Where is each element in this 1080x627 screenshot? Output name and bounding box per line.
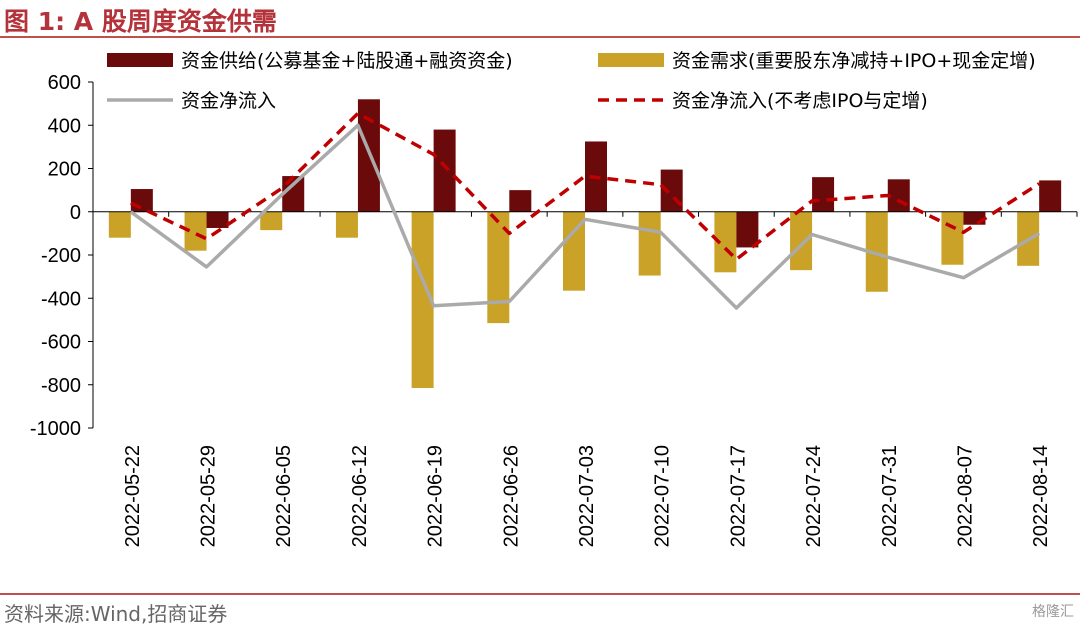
x-tick-label: 2022-07-17 (727, 445, 749, 547)
y-tick-label: -400 (41, 288, 81, 310)
x-tick-label: 2022-06-26 (500, 445, 522, 547)
bar-demand (563, 211, 585, 291)
y-tick-label: -1000 (30, 418, 81, 440)
source-divider (0, 593, 1080, 595)
y-tick-label: 0 (70, 202, 81, 224)
x-tick-label: 2022-07-03 (576, 445, 598, 547)
watermark: 格隆汇 (1032, 604, 1074, 620)
bar-supply (812, 177, 835, 212)
x-tick-label: 2022-08-14 (1030, 445, 1052, 547)
bar-supply (433, 129, 456, 212)
y-tick-label: -800 (41, 375, 81, 397)
bar-demand (184, 211, 207, 251)
bar-demand (260, 211, 283, 231)
y-tick-label: 600 (48, 72, 81, 94)
bar-demand (638, 211, 661, 276)
legend-swatch (598, 53, 664, 67)
bar-supply (130, 189, 153, 212)
x-tick-label: 2022-07-10 (652, 445, 674, 547)
bar-supply (1039, 180, 1062, 212)
x-tick-label: 2022-05-29 (198, 445, 220, 547)
chart: 600 400 200 0 -200 -400 -600 -800 -1000 2022-05-2… (30, 50, 1078, 547)
y-tick-label: 400 (48, 115, 81, 137)
legend-label: 资金供给(公募基金+陆股通+融资资金) (181, 50, 513, 72)
bar-supply (282, 176, 305, 212)
x-tick-label: 2022-08-07 (954, 445, 976, 547)
bar-supply (206, 211, 229, 228)
legend-label: 资金需求(重要股东净减持+IPO+现金定增) (672, 50, 1036, 72)
bar-supply (736, 211, 759, 248)
legend-swatch (107, 53, 173, 67)
y-tick-label: -200 (41, 245, 81, 267)
bar-demand (335, 211, 358, 238)
y-tick-label: 200 (48, 159, 81, 181)
x-tick-label: 2022-06-12 (349, 445, 371, 547)
figure-title: 图 1: A 股周度资金供需 (4, 7, 277, 36)
legend-label: 资金净流入 (181, 90, 276, 112)
bar-demand (411, 211, 434, 388)
x-tick-label: 2022-06-19 (425, 445, 447, 547)
bar-demand (487, 211, 510, 324)
x-tick-label: 2022-07-31 (879, 445, 901, 547)
x-tick-label: 2022-06-05 (273, 445, 295, 547)
source-note: 资料来源:Wind,招商证券 (4, 602, 228, 626)
x-tick-label: 2022-05-22 (122, 445, 144, 547)
series-net-inflow-line (129, 123, 1041, 310)
bar-demand (790, 211, 813, 271)
y-tick-label: -600 (41, 332, 81, 354)
bar-demand (941, 211, 964, 265)
bar-demand (714, 211, 737, 273)
x-tick-label: 2022-07-24 (803, 445, 825, 547)
series-net-inflow-ex-line (130, 111, 1041, 262)
legend-label: 资金净流入(不考虑IPO与定增) (672, 90, 928, 112)
bar-supply (509, 190, 532, 212)
bar-demand (108, 211, 131, 238)
bar-demand (865, 211, 888, 292)
title-divider (0, 36, 1080, 38)
